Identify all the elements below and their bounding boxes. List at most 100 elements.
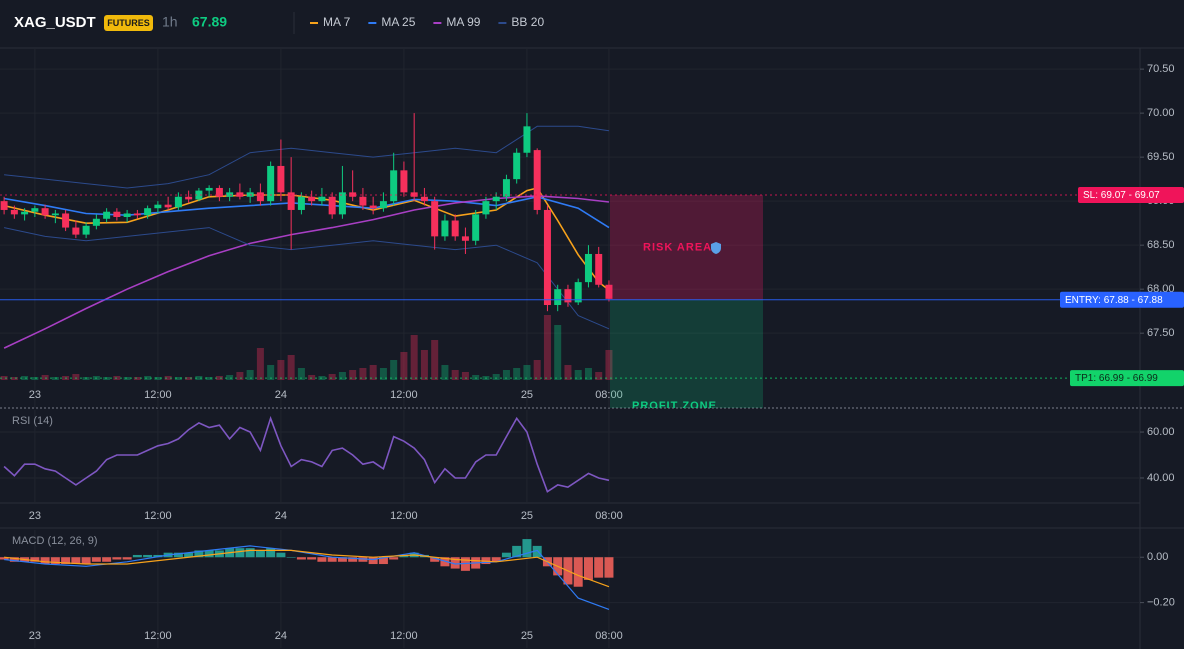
candle-body: [113, 211, 121, 217]
candle-body: [174, 196, 182, 208]
pane-title: RSI (14): [12, 415, 53, 427]
x-tick-label: 12:00: [390, 389, 418, 401]
x-tick-label: 24: [275, 510, 287, 522]
volume-bar: [543, 315, 551, 380]
macd-bar: [583, 557, 593, 580]
volume-bar: [502, 370, 510, 380]
risk-zone: [610, 194, 763, 300]
macd-bar: [50, 557, 60, 565]
candle-body: [410, 192, 418, 197]
volume-bar: [154, 377, 162, 380]
candle-body: [461, 236, 469, 241]
volume-bar: [461, 372, 469, 380]
volume-bar: [123, 377, 131, 380]
volume-bar: [144, 376, 152, 380]
level-label-bg: [1060, 291, 1184, 308]
macd-bar: [255, 550, 265, 558]
candle-body: [554, 289, 562, 306]
candle-body: [369, 205, 377, 209]
volume-bar: [236, 372, 244, 380]
candle-body: [492, 196, 500, 202]
candle-body: [605, 284, 613, 299]
candle-body: [390, 170, 398, 202]
volume-bar: [533, 360, 541, 380]
line-2: [3, 195, 610, 349]
x-tick-label: 24: [275, 389, 287, 401]
x-tick-label: 08:00: [595, 389, 623, 401]
candle-body: [318, 196, 326, 202]
volume-bar: [185, 377, 193, 380]
macd-bar: [122, 557, 132, 560]
volume-bar: [72, 374, 80, 380]
x-tick-label: 25: [521, 510, 533, 522]
macd-line: [4, 549, 610, 588]
macd-bar: [389, 557, 399, 560]
macd-bar: [102, 557, 112, 562]
x-tick-label: 12:00: [144, 389, 172, 401]
pane-title: MACD (12, 26, 9): [12, 535, 98, 547]
volume-bar: [226, 375, 234, 380]
y-tick-label: 40.00: [1147, 472, 1175, 484]
volume-bar: [328, 374, 336, 380]
candle-body: [10, 209, 18, 215]
candle-body: [297, 196, 305, 210]
rsi-line: [3, 415, 610, 493]
interval: 1h: [162, 14, 178, 30]
candle-body: [41, 208, 49, 216]
macd-bar: [132, 554, 142, 558]
candle-body: [236, 192, 244, 197]
macd-bar: [40, 557, 50, 565]
volume-bar: [595, 372, 603, 380]
volume-bar: [246, 370, 254, 380]
candle-body: [400, 170, 408, 193]
candle-body: [62, 213, 70, 228]
y-tick-label: 0.00: [1147, 551, 1168, 563]
macd-bar: [296, 557, 306, 560]
plot: RISK AREA PROFIT ZONE: [0, 113, 763, 408]
macd-bar: [184, 552, 194, 558]
candle-body: [308, 196, 316, 202]
candle-body: [523, 126, 531, 153]
candle-body: [51, 213, 59, 216]
macd-bar: [337, 557, 347, 562]
volume-bar: [472, 375, 480, 380]
y-tick-label: 69.50: [1147, 151, 1175, 163]
candle-body: [431, 201, 439, 237]
candle-body: [123, 213, 131, 217]
macd-bar: [501, 552, 511, 558]
candle-body: [359, 196, 367, 206]
candle-body: [31, 208, 39, 212]
macd-bar: [266, 548, 276, 558]
y-tick-label: 70.50: [1147, 63, 1175, 75]
macd-bar: [491, 557, 501, 562]
x-tick-label: 23: [29, 389, 41, 401]
macd-bar: [235, 548, 245, 558]
line-lower: [3, 227, 610, 330]
macd-bar: [512, 545, 522, 558]
candle-body: [154, 204, 162, 209]
candle-body: [21, 211, 29, 215]
candle-body: [185, 196, 193, 200]
macd-bar: [30, 557, 40, 562]
candle-body: [133, 213, 141, 216]
volume-bar: [605, 350, 613, 380]
macd-bar: [61, 557, 71, 565]
macd-bar: [9, 557, 19, 562]
volume-bar: [359, 368, 367, 380]
macd-bar: [81, 557, 91, 565]
macd-bar: [173, 552, 183, 558]
candle-body: [564, 289, 572, 303]
y-tick-label: −0.20: [1147, 597, 1175, 609]
macd-bar: [245, 548, 255, 558]
volume-bar: [287, 355, 295, 380]
volume-bar: [554, 325, 562, 380]
level-label: TP1: 66.99 - 66.99: [1075, 373, 1158, 384]
volume-bar: [0, 376, 8, 380]
candle-body: [277, 165, 285, 193]
volume-bar: [215, 376, 223, 380]
volume-bar: [349, 370, 357, 380]
volume-bar: [574, 370, 582, 380]
macd-bar: [430, 557, 440, 562]
candle-body: [103, 211, 111, 219]
candle-body: [513, 152, 521, 180]
